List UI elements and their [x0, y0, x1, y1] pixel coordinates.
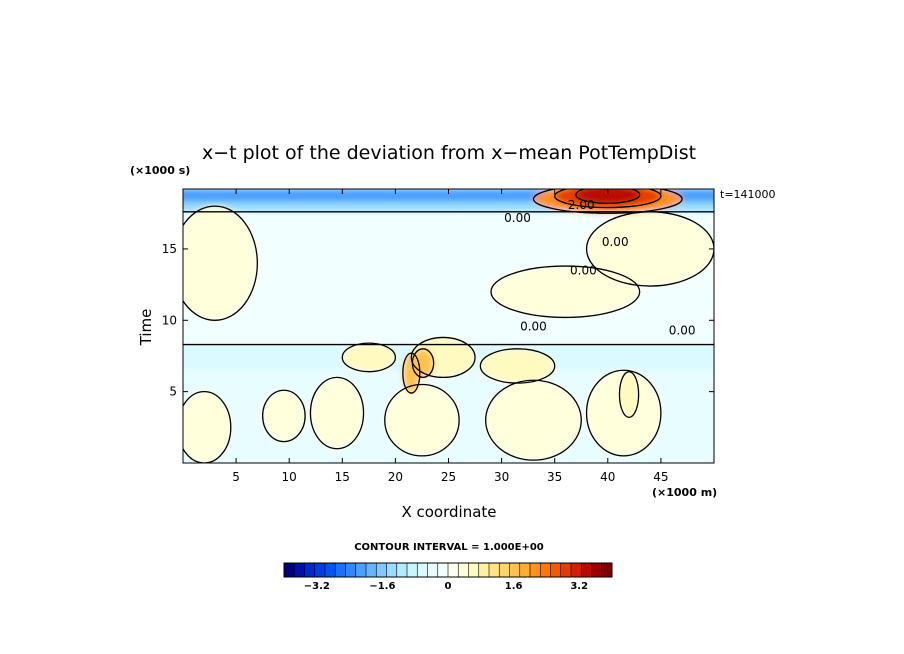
colorbar-swatch: [386, 563, 398, 577]
contour-line: [341, 342, 397, 373]
colorbar-swatch: [437, 563, 449, 577]
contour-label: 0.00: [504, 211, 531, 225]
contour-line: [384, 383, 460, 457]
colorbar-swatch: [427, 563, 439, 577]
colorbar-tick-label: 1.6: [505, 581, 523, 592]
contour-lines: [183, 189, 714, 463]
contour-line: [411, 348, 435, 379]
chart-title: x−t plot of the deviation from x−mean Po…: [202, 142, 696, 164]
y-tick-label: 15: [162, 242, 177, 256]
colorbar-swatch: [478, 563, 490, 577]
colorbar-tick-label: 3.2: [570, 581, 588, 592]
field-blob: [485, 380, 582, 461]
contour-line: [554, 189, 662, 209]
colorbar-swatch: [325, 563, 336, 577]
colorbar-swatch: [530, 563, 541, 577]
x-tick-label: 10: [282, 470, 297, 484]
x-axis-label: X coordinate: [401, 503, 496, 521]
contour-line: [490, 265, 641, 319]
y-axis-unit: (×1000 s): [130, 164, 190, 177]
colorbar-swatch: [376, 563, 387, 577]
x-tick-label: 25: [441, 470, 456, 484]
colorbar-swatch: [499, 563, 510, 577]
colorbar-tick-label: −3.2: [304, 581, 330, 592]
colorbar-swatch: [448, 563, 459, 577]
x-axis-unit: (×1000 m): [652, 486, 717, 499]
y-axis-label: Time: [137, 309, 155, 347]
colorbar-swatch: [294, 563, 305, 577]
colorbar-swatch: [335, 563, 346, 577]
field-blob: [262, 390, 306, 442]
colorbar-swatch: [304, 563, 316, 577]
field-blob: [342, 343, 396, 372]
field-blob: [183, 391, 231, 463]
colorbar-swatch: [355, 563, 367, 577]
colorbar-swatch: [489, 563, 500, 577]
colorbar-swatch: [540, 563, 551, 577]
colorbar-swatch: [560, 563, 572, 577]
colorbar-swatch: [366, 563, 377, 577]
colorbar-swatch: [396, 563, 408, 577]
field-blob: [384, 384, 460, 456]
contour-label: 0.00: [520, 319, 547, 333]
contour-line: [618, 371, 640, 418]
contour-line: [402, 352, 421, 394]
colorbar-swatch: [417, 563, 428, 577]
contour-label: 0.00: [602, 235, 629, 249]
contour-line: [262, 389, 306, 443]
colorbar-swatch: [345, 563, 357, 577]
contour-line: [585, 369, 662, 457]
x-tick-label: 15: [335, 470, 350, 484]
contour-line: [485, 379, 582, 461]
colorbar-swatch: [550, 563, 562, 577]
x-tick-label: 30: [494, 470, 509, 484]
colorbar: −3.2 −1.6 0 1.6 3.2: [283, 562, 613, 592]
time-stamp: t=141000: [720, 188, 776, 201]
colorbar-tick-label: −1.6: [369, 581, 395, 592]
contour-labels: 0.00 0.00 0.00 0.00 0.00 2.00: [504, 198, 695, 338]
contour-label: 0.00: [570, 264, 597, 278]
x-tick-label: 40: [600, 470, 615, 484]
x-tick-label: 45: [653, 470, 668, 484]
contour-line: [410, 336, 476, 379]
colorbar-swatch: [314, 563, 326, 577]
colorbar-swatch: [509, 563, 521, 577]
colorbar-swatch: [519, 563, 531, 577]
field-blob: [183, 206, 258, 321]
contour-line: [479, 348, 556, 384]
colorbar-swatch: [601, 563, 613, 577]
contour-line: [575, 189, 641, 204]
contour-field: [183, 189, 714, 463]
contour-label: 0.00: [669, 324, 696, 338]
colorbar-frame: [283, 562, 613, 578]
x-tick-label: 5: [232, 470, 240, 484]
x-tick-label: 20: [388, 470, 403, 484]
field-blob: [490, 266, 640, 318]
colorbar-swatch: [591, 563, 603, 577]
contour-interval-label: CONTOUR INTERVAL = 1.000E+00: [354, 542, 544, 553]
colorbar-tick-label: 0: [445, 581, 452, 592]
y-axis: 5 10 15: [162, 242, 714, 399]
contour-label: 2.00: [568, 198, 595, 212]
colorbar-swatch: [468, 563, 480, 577]
colorbar-swatch: [571, 563, 582, 577]
colorbar-swatch: [458, 563, 469, 577]
contour-line: [309, 376, 365, 450]
colorbar-swatch: [284, 563, 295, 577]
colorbar-swatch: [581, 563, 592, 577]
contour-line: [532, 189, 683, 214]
field-blob: [619, 371, 639, 418]
x-tick-label: 35: [547, 470, 562, 484]
colorbar-swatch: [407, 563, 418, 577]
field-blob: [575, 189, 640, 204]
field-blob: [586, 211, 714, 287]
field-blob: [310, 377, 364, 449]
y-tick-label: 10: [162, 313, 177, 327]
y-tick-label: 5: [169, 385, 177, 399]
plot-area: [183, 189, 714, 463]
field-blob: [480, 348, 555, 384]
contour-line: [183, 205, 258, 321]
x-axis: 5 10 15 20 25 30 35 40 45: [232, 189, 669, 484]
